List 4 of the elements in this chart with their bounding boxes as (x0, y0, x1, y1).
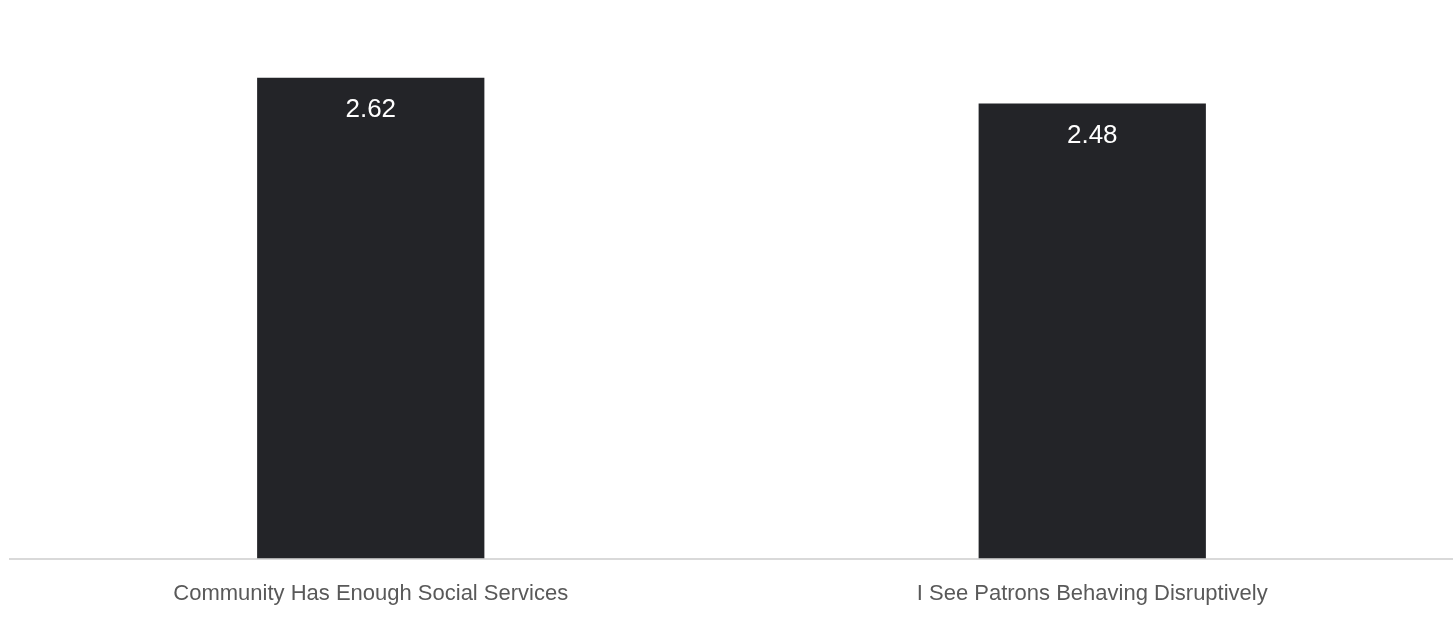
data-label: 2.62 (345, 92, 397, 123)
x-tick-label: Community Has Enough Social Services (173, 579, 569, 605)
x-tick-label: I See Patrons Behaving Disruptively (916, 579, 1268, 605)
data-label: 2.48 (1066, 118, 1118, 149)
